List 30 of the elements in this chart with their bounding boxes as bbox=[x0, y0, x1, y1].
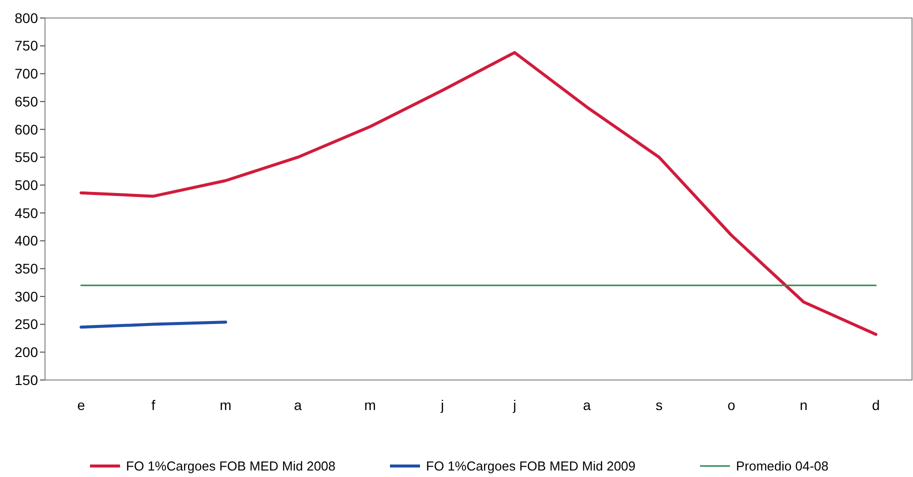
y-tick-label: 800 bbox=[14, 10, 38, 26]
x-tick-label: d bbox=[872, 397, 880, 413]
y-tick-label: 700 bbox=[14, 66, 38, 82]
y-tick-label: 750 bbox=[14, 38, 38, 54]
legend-label: FO 1%Cargoes FOB MED Mid 2009 bbox=[426, 458, 636, 474]
x-tick-label: a bbox=[294, 397, 302, 413]
y-tick-label: 200 bbox=[14, 344, 38, 360]
line-series bbox=[80, 51, 878, 336]
y-tick-label: 650 bbox=[14, 93, 38, 110]
y-tick-label: 250 bbox=[14, 316, 38, 332]
x-tick-label: j bbox=[512, 397, 516, 413]
y-tick-label: 550 bbox=[14, 149, 38, 166]
y-tick-label: 300 bbox=[14, 288, 38, 304]
y-tick-label: 500 bbox=[14, 176, 38, 193]
y-tick-label: 450 bbox=[14, 204, 38, 221]
x-tick-label: e bbox=[77, 397, 86, 413]
x-tick-label: f bbox=[151, 397, 156, 413]
x-tick-label: o bbox=[727, 397, 736, 413]
x-tick-label: a bbox=[582, 397, 591, 413]
y-tick-label: 350 bbox=[14, 260, 38, 277]
x-tick-label: j bbox=[440, 397, 444, 413]
x-tick-label: s bbox=[656, 397, 663, 413]
x-tick-label: m bbox=[364, 397, 376, 413]
legend-label: FO 1%Cargoes FOB MED Mid 2008 bbox=[126, 458, 336, 474]
legend-label: Promedio 04-08 bbox=[736, 458, 828, 474]
y-tick-label: 600 bbox=[14, 121, 38, 138]
x-tick-label: m bbox=[220, 397, 232, 413]
x-tick-label: n bbox=[800, 397, 808, 413]
y-tick-label: 400 bbox=[14, 232, 38, 249]
y-tick-label: 150 bbox=[14, 372, 38, 388]
